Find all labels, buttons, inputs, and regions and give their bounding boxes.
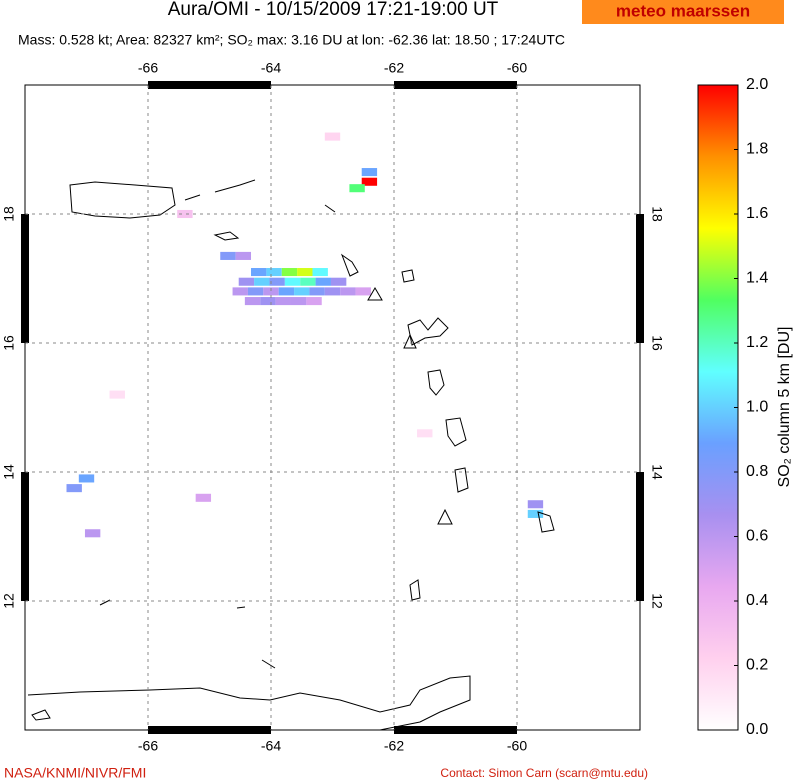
so2-cell (260, 297, 276, 306)
colorbar-tick-label: 1.2 (746, 334, 768, 351)
logo-box (582, 0, 784, 24)
so2-cell (355, 287, 371, 296)
so2-cell (297, 268, 313, 277)
so2-cell (361, 177, 378, 186)
so2-cell (244, 297, 261, 306)
so2-cell (263, 287, 279, 296)
colorbar-tick-label: 0.2 (746, 657, 768, 674)
so2-cell (330, 277, 347, 286)
colorbar-tick-label: 1.0 (746, 399, 768, 416)
so2-cell (324, 132, 341, 141)
so2-cell (284, 277, 301, 286)
x-tick-label: -60 (507, 60, 527, 76)
subtitle: Mass: 0.528 kt; Area: 82327 km²; SO₂ max… (18, 32, 565, 48)
colorbar (697, 84, 739, 731)
so2-cell (294, 287, 310, 296)
title: Aura/OMI - 10/15/2009 17:21-19:00 UT (168, 0, 499, 20)
so2-cell (177, 209, 193, 219)
so2-cell (66, 484, 82, 493)
colorbar-tick-label: 1.8 (746, 141, 768, 158)
y-tick-label: 16 (649, 335, 665, 351)
x-tick-label: -60 (507, 738, 527, 754)
so2-cell (235, 251, 252, 260)
colorbar-tick-label: 2.0 (746, 76, 768, 93)
colorbar-tick-label: 0.8 (746, 463, 768, 480)
so2-cell (78, 474, 95, 483)
so2-cell (247, 287, 264, 296)
map-frame (24, 84, 641, 731)
x-tick-label: -62 (384, 60, 404, 76)
y-tick-label: 18 (649, 206, 665, 222)
so2-cell (306, 297, 322, 306)
so2-cell (269, 277, 285, 286)
so2-cell (232, 287, 248, 296)
so2-cell (251, 268, 267, 277)
so2-cell (527, 509, 544, 518)
so2-cell (220, 251, 236, 260)
so2-cell (266, 268, 282, 277)
x-tick-label: -62 (384, 738, 404, 754)
so2-cell (275, 297, 291, 306)
colorbar-label: SO₂ column 5 km [DU] (776, 327, 793, 488)
coastlines (27, 179, 555, 731)
y-tick-label: 14 (1, 464, 17, 480)
logo: meteo maarssen (616, 1, 750, 20)
so2-cell (340, 287, 356, 296)
so2-cell (315, 277, 331, 286)
x-tick-label: -66 (138, 60, 158, 76)
so2-cell (349, 184, 365, 193)
y-tick-label: 14 (649, 464, 665, 480)
x-tick-label: -64 (261, 60, 281, 76)
so2-cell (290, 297, 307, 306)
y-tick-label: 12 (1, 593, 17, 609)
so2-cell (312, 268, 328, 277)
colorbar-tick-label: 1.6 (746, 205, 768, 222)
y-tick-label: 12 (649, 593, 665, 609)
x-tick-label: -66 (138, 738, 158, 754)
colorbar-tick-label: 0.0 (746, 721, 768, 738)
y-tick-label: 18 (1, 206, 17, 222)
so2-cell (309, 287, 325, 296)
so2-cell (238, 277, 255, 286)
x-tick-label: -64 (261, 738, 281, 754)
so2-cell (527, 500, 544, 509)
so2-cell (84, 529, 101, 538)
so2-cell (300, 277, 316, 286)
so2-cell (361, 168, 378, 177)
credit: NASA/KNMI/NIVR/FMI (4, 765, 146, 781)
so2-cell (195, 493, 212, 502)
so2-cell (417, 429, 433, 438)
so2-cell (278, 287, 295, 296)
so2-cell (281, 268, 298, 277)
colorbar-tick-label: 1.4 (746, 270, 768, 287)
contact: Contact: Simon Carn (scarn@mtu.edu) (440, 766, 648, 780)
so2-cell (254, 277, 270, 286)
so2-cell (109, 390, 125, 399)
y-tick-label: 16 (1, 335, 17, 351)
so2-cell (324, 287, 341, 296)
colorbar-tick-label: 0.4 (746, 592, 768, 609)
colorbar-tick-label: 0.6 (746, 528, 768, 545)
